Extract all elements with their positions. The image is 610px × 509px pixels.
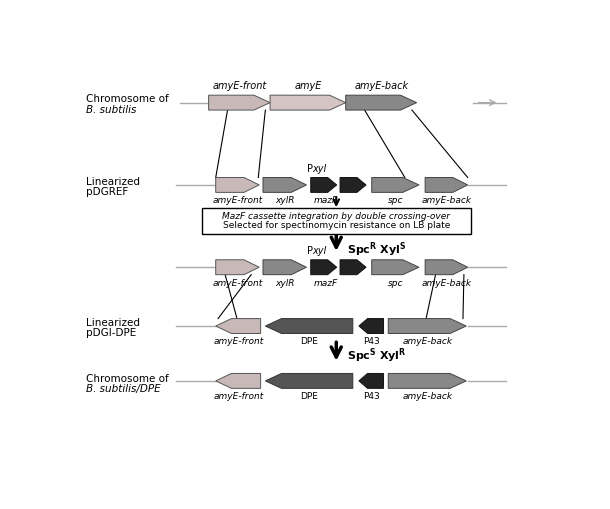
Text: Chromosome of: Chromosome of	[85, 94, 171, 104]
Text: P43: P43	[363, 392, 379, 401]
Text: mazF: mazF	[314, 196, 337, 205]
Text: Chromosome of: Chromosome of	[85, 374, 171, 384]
Text: mazF: mazF	[314, 278, 337, 288]
Text: amyE-back: amyE-back	[422, 196, 472, 205]
Text: spc: spc	[387, 278, 403, 288]
FancyArrow shape	[216, 319, 260, 333]
FancyArrow shape	[346, 95, 417, 110]
Text: Selected for spectinomycin resistance on LB plate: Selected for spectinomycin resistance on…	[223, 221, 450, 230]
Text: amyE-back: amyE-back	[354, 81, 408, 91]
Text: P43: P43	[363, 337, 379, 347]
FancyArrow shape	[388, 319, 466, 333]
Text: amyE-front: amyE-front	[212, 278, 262, 288]
FancyArrow shape	[263, 260, 306, 275]
FancyArrow shape	[263, 178, 306, 192]
Text: xyl: xyl	[312, 163, 327, 174]
FancyArrow shape	[371, 260, 419, 275]
Text: spc: spc	[387, 196, 403, 205]
Text: DPE: DPE	[300, 392, 318, 401]
FancyArrow shape	[216, 178, 259, 192]
Text: pDGREF: pDGREF	[85, 187, 128, 197]
FancyArrow shape	[340, 260, 366, 275]
Text: xylR: xylR	[275, 196, 295, 205]
FancyArrow shape	[310, 178, 337, 192]
Text: amyE-back: amyE-back	[403, 392, 453, 401]
Text: xylR: xylR	[275, 278, 295, 288]
Text: $\bf{Spc^S}$ $\bf{Xyl^R}$: $\bf{Spc^S}$ $\bf{Xyl^R}$	[346, 347, 406, 365]
FancyArrow shape	[371, 178, 419, 192]
FancyArrow shape	[310, 260, 337, 275]
FancyArrow shape	[340, 178, 366, 192]
Text: DPE: DPE	[300, 337, 318, 347]
Text: P: P	[307, 246, 312, 256]
Text: amyE: amyE	[294, 81, 321, 91]
FancyArrow shape	[270, 95, 346, 110]
Text: amyE-back: amyE-back	[422, 278, 472, 288]
FancyBboxPatch shape	[201, 208, 471, 234]
Text: $\bf{Spc^R}$ $\bf{Xyl^S}$: $\bf{Spc^R}$ $\bf{Xyl^S}$	[346, 240, 406, 259]
Text: B. subtilis/DPE: B. subtilis/DPE	[85, 384, 160, 394]
FancyArrow shape	[425, 260, 468, 275]
FancyArrow shape	[216, 260, 259, 275]
FancyArrow shape	[209, 95, 270, 110]
Text: Linearized: Linearized	[85, 177, 140, 187]
FancyArrow shape	[265, 319, 353, 333]
Text: amyE-front: amyE-front	[214, 337, 264, 347]
Text: MazF cassette integration by double crossing-over: MazF cassette integration by double cros…	[222, 212, 450, 221]
Text: P: P	[307, 163, 312, 174]
Text: amyE-front: amyE-front	[214, 392, 264, 401]
Text: amyE-front: amyE-front	[212, 196, 262, 205]
Text: amyE-front: amyE-front	[212, 81, 267, 91]
FancyArrow shape	[216, 374, 260, 388]
FancyArrow shape	[265, 374, 353, 388]
Text: B. subtilis: B. subtilis	[85, 105, 136, 115]
FancyArrow shape	[388, 374, 466, 388]
Text: xyl: xyl	[312, 246, 327, 256]
FancyArrow shape	[425, 178, 468, 192]
Text: Linearized: Linearized	[85, 318, 140, 328]
Text: amyE-back: amyE-back	[403, 337, 453, 347]
Text: pDGI-DPE: pDGI-DPE	[85, 328, 136, 338]
FancyArrow shape	[359, 374, 384, 388]
FancyArrow shape	[359, 319, 384, 333]
